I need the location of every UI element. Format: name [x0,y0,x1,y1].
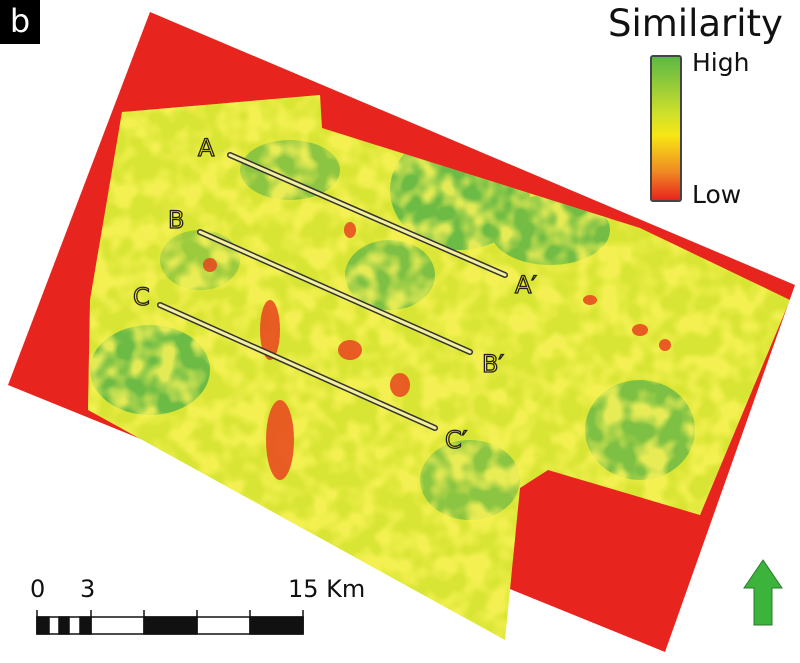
scale-label-3: 3 [80,575,96,603]
scale-label-0: 0 [30,575,46,603]
label-a: A [198,134,215,162]
legend-high-label: High [692,48,750,77]
label-b-prime: B′ [482,350,504,378]
scale-label-15km: 15 Km [288,575,366,603]
legend-low-label: Low [692,180,742,209]
label-a-prime: A′ [515,271,537,299]
legend-title: Similarity [608,2,783,45]
scale-bar [36,610,304,635]
label-c: C [133,283,150,311]
section-line-c [157,302,438,431]
north-arrow-icon [743,559,783,626]
label-c-prime: C′ [445,426,467,454]
section-line-a [227,152,508,278]
legend-color-bar [650,55,682,202]
label-b: B [168,206,184,234]
panel-label: b [0,0,40,44]
section-line-b [197,229,473,355]
